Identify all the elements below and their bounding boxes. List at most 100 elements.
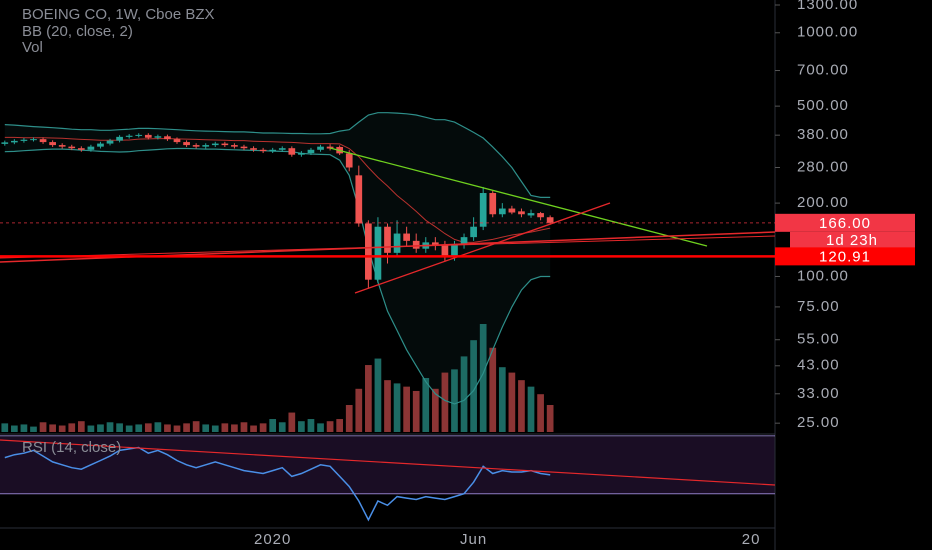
indicator-label: Vol: [22, 39, 43, 56]
volume-bar: [441, 372, 449, 432]
candle-body: [30, 139, 37, 141]
volume-bar: [135, 424, 143, 432]
volume-bar: [231, 424, 238, 432]
candle-body: [11, 140, 18, 143]
candle-body: [393, 233, 401, 253]
bb-fill: [4, 112, 551, 404]
trend-line: [354, 202, 611, 294]
y-tick-label: 200.00: [797, 194, 849, 211]
volume-bar: [144, 423, 152, 432]
y-tick-label: 1000.00: [797, 24, 858, 41]
volume-bar: [298, 421, 305, 432]
rsi-line: [4, 446, 551, 522]
y-tick-label: 280.00: [797, 158, 849, 175]
volume-bar: [116, 423, 123, 432]
candle-body: [97, 143, 104, 147]
candle-body: [374, 226, 382, 280]
candle-body: [183, 142, 190, 146]
bb-line: [4, 147, 551, 405]
candle-body: [470, 226, 477, 238]
volume-bar: [154, 422, 162, 432]
candle-body: [431, 242, 439, 245]
volume-bar: [30, 426, 37, 432]
bb-basis: [4, 136, 551, 243]
candle-body: [49, 142, 56, 146]
candle-body: [518, 211, 525, 215]
volume-bar: [250, 425, 257, 432]
candle-body: [288, 148, 296, 155]
volume-bar: [508, 372, 516, 432]
candle-body: [87, 146, 95, 150]
candle-body: [527, 213, 535, 216]
volume-bar: [537, 394, 544, 432]
volume-bar: [164, 424, 171, 432]
candle-body: [192, 145, 200, 147]
volume-bar: [470, 340, 477, 432]
volume-bar: [202, 424, 210, 432]
volume-bar: [49, 424, 56, 432]
volume-bar: [240, 422, 248, 432]
volume-bar: [326, 421, 334, 432]
volume-bar: [20, 424, 28, 432]
candle-body: [537, 213, 544, 218]
marks: [0, 112, 775, 522]
y-tick-label: 43.00: [797, 357, 840, 374]
candle-body: [173, 139, 181, 143]
candle-body: [498, 208, 506, 215]
y-tick-label: 700.00: [797, 61, 849, 78]
candle-body: [20, 139, 28, 141]
volume-bar: [1, 423, 9, 432]
volume-bar: [11, 425, 18, 432]
volume-bar: [422, 378, 430, 432]
candle-body: [1, 142, 9, 144]
volume-bar: [412, 390, 420, 432]
candle-body: [326, 146, 334, 149]
candle-body: [307, 149, 315, 154]
candle-body: [269, 149, 277, 152]
volume-bar: [403, 386, 410, 432]
rsi-trend-line: [0, 439, 776, 486]
volume-bar: [173, 425, 181, 432]
volume-bar: [518, 380, 525, 432]
candle-body: [125, 135, 133, 137]
candle-body: [355, 175, 363, 224]
bb-line: [4, 112, 551, 198]
volume-bar: [479, 324, 487, 432]
y-tick-label: 500.00: [797, 97, 849, 114]
countdown: 1d 23h: [826, 232, 878, 249]
volume-bar: [345, 405, 353, 432]
y-tick-label: 33.00: [797, 385, 840, 402]
price-label: 166.00: [819, 215, 871, 232]
volume-bar: [393, 383, 401, 432]
volume-bar: [374, 358, 382, 432]
volume-bar: [355, 388, 363, 432]
candle-body: [154, 136, 162, 138]
volume-bar: [106, 422, 114, 432]
y-tick-label: 100.00: [797, 267, 849, 284]
chart-title: BOEING CO, 1W, Cboe BZX: [22, 6, 215, 23]
candle-body: [451, 244, 458, 258]
volume-bar: [221, 423, 229, 432]
candle-body: [240, 146, 248, 149]
candle-body: [250, 148, 257, 150]
x-tick-label: 2020: [254, 531, 291, 548]
y-tick-label: 75.00: [797, 298, 840, 315]
candle-body: [489, 193, 497, 215]
volume-bar: [527, 386, 535, 432]
candle-body: [441, 244, 449, 258]
y-tick-label: 55.00: [797, 331, 840, 348]
candle-body: [298, 153, 305, 155]
candle-body: [479, 193, 487, 227]
volume-bar: [58, 425, 66, 432]
x-tick-label: 20: [742, 531, 761, 548]
candle-body: [384, 226, 391, 253]
volume-bar: [211, 425, 219, 432]
candle-body: [58, 145, 66, 147]
volume-bar: [431, 388, 439, 432]
candle-body: [77, 148, 85, 150]
volume-bar: [498, 367, 506, 432]
candle-body: [144, 134, 152, 138]
candle-body: [202, 145, 210, 147]
trend-line: [329, 147, 708, 247]
